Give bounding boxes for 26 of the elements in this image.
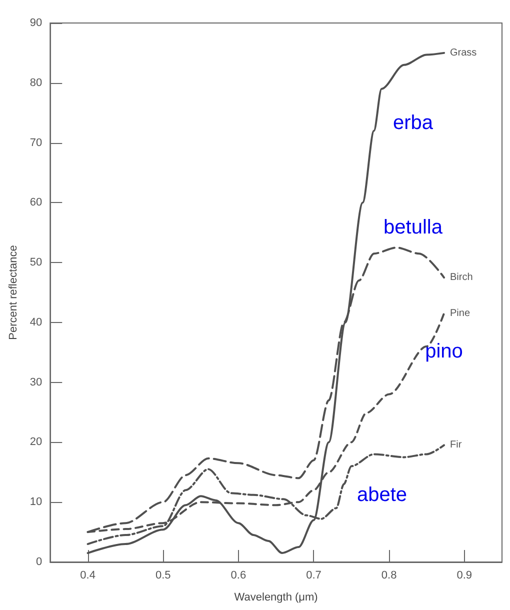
y-tick-label: 50 (30, 256, 42, 269)
x-tick-label: 0.8 (381, 570, 397, 582)
x-tick-label: 0.5 (155, 570, 171, 582)
y-tick-label: 90 (30, 17, 42, 29)
y-tick-label: 0 (36, 556, 42, 568)
series-label: Pine (450, 308, 470, 319)
y-axis-title: Percent reflectance (8, 245, 20, 340)
x-tick-label: 0.4 (80, 570, 96, 582)
x-axis-title: Wavelength (μm) (234, 592, 318, 604)
y-tick-label: 30 (30, 376, 42, 388)
y-tick-label: 70 (30, 136, 42, 149)
annotation: pino (425, 340, 463, 362)
x-tick-label: 0.6 (230, 570, 246, 582)
series-label: Grass (450, 47, 477, 58)
series-label: Birch (450, 272, 473, 284)
y-tick-label: 20 (30, 436, 42, 448)
x-tick-label: 0.9 (456, 570, 472, 582)
x-tick-label: 0.7 (306, 570, 322, 582)
series-label: Fir (450, 440, 462, 451)
annotation: betulla (384, 216, 444, 239)
annotation: erba (392, 112, 434, 134)
y-tick-label: 40 (30, 316, 42, 328)
y-tick-label: 80 (30, 76, 42, 89)
y-tick-label: 60 (30, 196, 42, 209)
y-tick-label: 10 (30, 496, 42, 508)
annotation: abete (356, 484, 408, 506)
